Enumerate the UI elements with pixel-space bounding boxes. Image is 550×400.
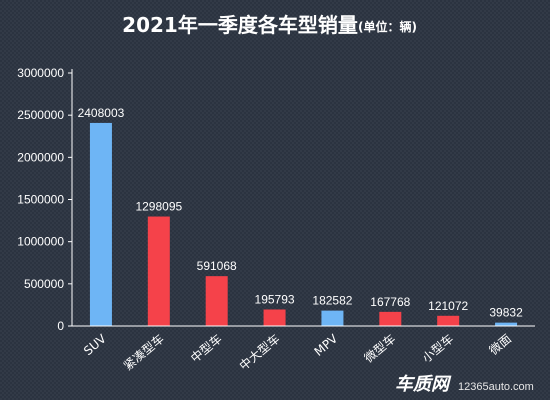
y-tick-label: 1000000 <box>17 235 64 249</box>
bar <box>263 309 286 326</box>
watermark-brand: 车质网 <box>395 374 452 395</box>
x-axis: SUV 紧凑型车 中型车 中大型车 MPV 微型车 小型车 微面 <box>72 325 535 373</box>
x-tick-label: 小型车 <box>419 331 456 366</box>
y-axis: 0 500000 1000000 1500000 2000000 2500000 30000… <box>17 66 73 333</box>
data-labels: 2408003 1298095 591068 195793 182582 167768 12… <box>78 106 523 320</box>
bar <box>321 310 344 326</box>
data-label: 182582 <box>312 294 352 308</box>
chart-unit-note: (单位：辆) <box>358 19 417 34</box>
watermark: 车质网 12365auto.com <box>395 374 534 395</box>
bar <box>437 315 460 326</box>
data-label: 2408003 <box>78 106 125 120</box>
data-label: 167768 <box>370 295 410 309</box>
bar <box>147 216 170 326</box>
data-label: 195793 <box>255 292 295 306</box>
watermark-url: 12365auto.com <box>458 381 534 393</box>
data-label: 1298095 <box>135 200 182 214</box>
bars <box>89 122 518 326</box>
x-tick-label: SUV <box>81 331 109 358</box>
x-tick-label: 中大型车 <box>236 331 282 373</box>
y-tick-label: 3000000 <box>17 66 64 80</box>
data-label: 39832 <box>489 306 523 320</box>
x-tick-label: 微面 <box>487 332 514 358</box>
y-tick-label: 2500000 <box>17 108 64 122</box>
bar <box>89 122 112 326</box>
x-tick-label: 微型车 <box>361 331 398 366</box>
chart-title: 2021年一季度各车型销量 <box>122 13 358 37</box>
y-tick-label: 1500000 <box>17 193 64 207</box>
x-tick-label: 中型车 <box>187 331 224 366</box>
x-tick-label: MPV <box>312 331 341 359</box>
y-tick-label: 0 <box>57 319 64 333</box>
bar <box>379 311 402 326</box>
data-label: 591068 <box>197 259 237 273</box>
bar <box>205 276 228 326</box>
y-tick-label: 500000 <box>24 277 64 291</box>
x-tick-label: 紧凑型车 <box>120 331 166 373</box>
bar <box>495 322 518 326</box>
y-tick-label: 2000000 <box>17 150 64 164</box>
data-label: 121072 <box>428 299 468 313</box>
